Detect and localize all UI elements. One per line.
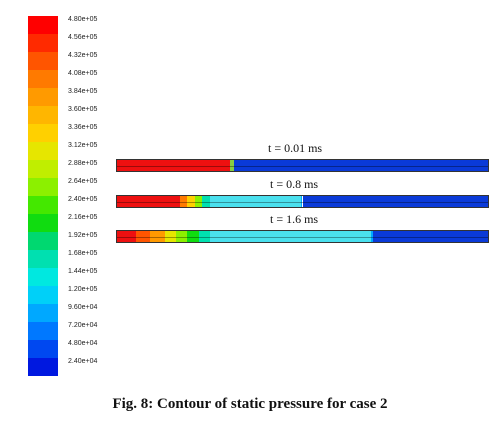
figure-caption: Fig. 8: Contour of static pressure for c… <box>112 396 388 412</box>
color-legend-bar <box>28 16 58 376</box>
strip-label-0: t = 0.01 ms <box>268 141 323 155</box>
legend-band-17 <box>28 322 58 340</box>
strip-1-segment-7 <box>302 196 488 207</box>
pressure-contour-strip-0 <box>116 159 489 172</box>
legend-label-0: 4.80e+05 <box>68 15 98 23</box>
strip-2-segment-5 <box>187 231 199 242</box>
strip-2-segment-4 <box>176 231 188 242</box>
legend-label-6: 3.36e+05 <box>68 123 98 131</box>
legend-band-3 <box>28 70 58 88</box>
strip-label-1: t = 0.8 ms <box>270 177 319 191</box>
legend-band-6 <box>28 124 58 142</box>
legend-band-13 <box>28 250 58 268</box>
strip-2-segment-0 <box>117 231 136 242</box>
legend-label-2: 4.32e+05 <box>68 51 98 59</box>
strip-2-segment-8 <box>371 231 373 242</box>
legend-label-18: 4.80e+04 <box>68 339 98 347</box>
strip-1-segment-5 <box>209 196 301 207</box>
legend-band-11 <box>28 214 58 232</box>
legend-label-11: 2.16e+05 <box>68 213 98 221</box>
legend-band-12 <box>28 232 58 250</box>
legend-label-13: 1.68e+05 <box>68 249 98 257</box>
strip-1-centerline <box>117 201 488 203</box>
strip-2-segment-6 <box>198 231 210 242</box>
legend-band-9 <box>28 178 58 196</box>
strip-2-centerline <box>117 236 488 238</box>
legend-label-17: 7.20e+04 <box>68 321 98 329</box>
strip-0-segment-1 <box>230 160 234 171</box>
strip-0-segment-0 <box>117 160 231 171</box>
strip-1-segment-6 <box>300 196 303 207</box>
legend-band-0 <box>28 16 58 34</box>
legend-label-8: 2.88e+05 <box>68 159 98 167</box>
strip-2-segment-1 <box>135 231 151 242</box>
strip-1-segment-0 <box>117 196 181 207</box>
legend-label-9: 2.64e+05 <box>68 177 98 185</box>
legend-label-5: 3.60e+05 <box>68 105 98 113</box>
strip-label-2: t = 1.6 ms <box>270 212 319 226</box>
color-legend-labels: 4.80e+05 4.56e+05 4.32e+05 4.08e+05 3.84e+05… <box>68 0 128 400</box>
legend-label-4: 3.84e+05 <box>68 87 98 95</box>
pressure-contour-strip-1 <box>116 195 489 208</box>
legend-band-18 <box>28 340 58 358</box>
strip-2-segment-7 <box>209 231 372 242</box>
legend-label-7: 3.12e+05 <box>68 141 98 149</box>
legend-band-8 <box>28 160 58 178</box>
legend-band-15 <box>28 286 58 304</box>
legend-band-1 <box>28 34 58 52</box>
strip-2-segment-3 <box>165 231 177 242</box>
legend-label-14: 1.44e+05 <box>68 267 98 275</box>
legend-band-16 <box>28 304 58 322</box>
legend-band-4 <box>28 88 58 106</box>
legend-label-12: 1.92e+05 <box>68 231 98 239</box>
legend-label-3: 4.08e+05 <box>68 69 98 77</box>
legend-band-10 <box>28 196 58 214</box>
legend-label-1: 4.56e+05 <box>68 33 98 41</box>
legend-label-19: 2.40e+04 <box>68 357 98 365</box>
strip-1-segment-2 <box>187 196 195 207</box>
pressure-contour-strip-2 <box>116 230 489 243</box>
legend-band-19 <box>28 358 58 376</box>
strip-0-segment-2 <box>233 160 488 171</box>
legend-label-15: 1.20e+05 <box>68 285 98 293</box>
strip-1-segment-1 <box>180 196 188 207</box>
strip-1-segment-4 <box>202 196 210 207</box>
legend-label-16: 9.60e+04 <box>68 303 98 311</box>
strip-2-segment-9 <box>372 231 488 242</box>
legend-band-2 <box>28 52 58 70</box>
legend-band-14 <box>28 268 58 286</box>
legend-label-10: 2.40e+05 <box>68 195 98 203</box>
legend-band-7 <box>28 142 58 160</box>
strip-0-centerline <box>117 165 488 167</box>
strip-1-segment-3 <box>194 196 203 207</box>
strip-2-segment-2 <box>150 231 166 242</box>
legend-band-5 <box>28 106 58 124</box>
